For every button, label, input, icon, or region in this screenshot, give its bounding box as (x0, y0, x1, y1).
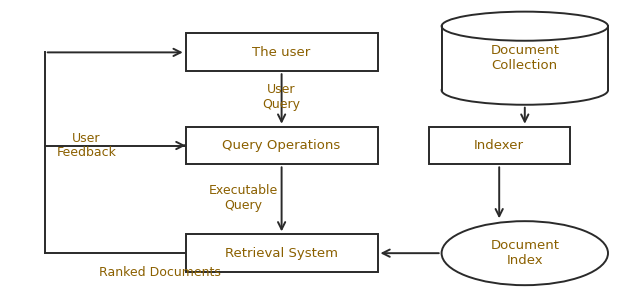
Text: Document
Index: Document Index (490, 239, 559, 267)
Ellipse shape (442, 12, 608, 41)
Text: The user: The user (252, 46, 311, 59)
Text: Document
Collection: Document Collection (490, 44, 559, 72)
Text: Executable
Query: Executable Query (209, 184, 278, 212)
Text: Indexer: Indexer (474, 139, 524, 152)
Text: Query Operations: Query Operations (223, 139, 340, 152)
FancyBboxPatch shape (442, 26, 608, 90)
Text: Retrieval System: Retrieval System (225, 247, 338, 260)
Text: User
Query: User Query (262, 84, 301, 111)
FancyBboxPatch shape (429, 127, 570, 164)
FancyBboxPatch shape (186, 234, 378, 272)
Text: Ranked Documents: Ranked Documents (99, 266, 221, 278)
Ellipse shape (442, 76, 608, 105)
FancyBboxPatch shape (186, 127, 378, 164)
FancyBboxPatch shape (186, 33, 378, 71)
Ellipse shape (442, 221, 608, 285)
Text: User
Feedback: User Feedback (56, 132, 116, 159)
